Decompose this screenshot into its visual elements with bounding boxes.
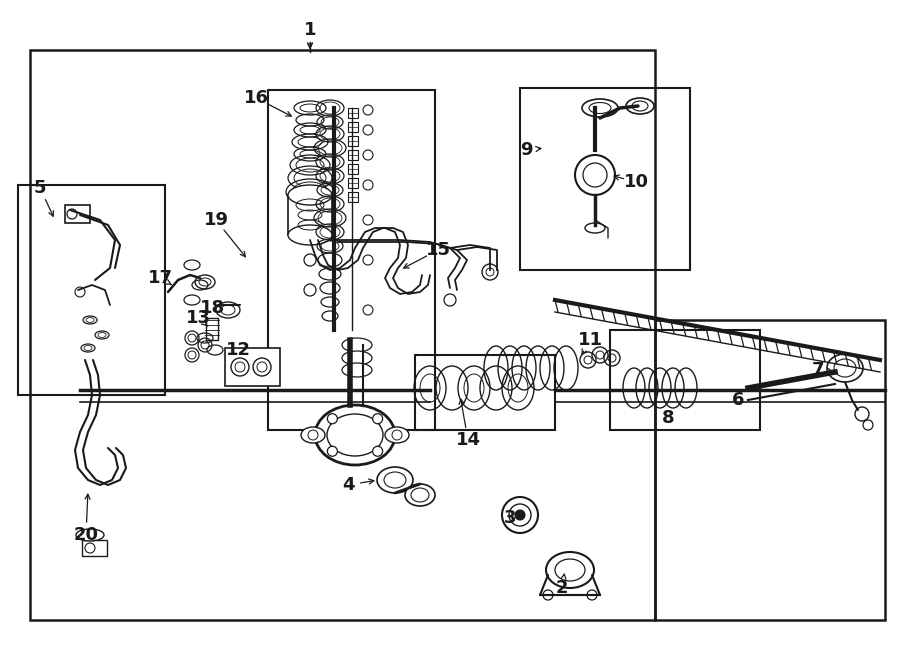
- Bar: [348, 192, 358, 202]
- Ellipse shape: [301, 427, 325, 443]
- Circle shape: [482, 264, 498, 280]
- Bar: [348, 164, 358, 174]
- Ellipse shape: [76, 529, 104, 541]
- Ellipse shape: [315, 405, 395, 465]
- Text: 14: 14: [455, 431, 481, 449]
- Text: 4: 4: [342, 476, 355, 494]
- Text: 5: 5: [34, 179, 46, 197]
- Bar: [655, 320, 885, 620]
- Circle shape: [328, 414, 338, 424]
- Ellipse shape: [342, 338, 372, 352]
- Circle shape: [304, 284, 316, 296]
- Bar: [18, 185, 165, 395]
- Bar: [65, 205, 90, 223]
- Bar: [206, 318, 218, 340]
- Text: 8: 8: [662, 409, 674, 427]
- Ellipse shape: [288, 185, 332, 205]
- Text: 17: 17: [148, 269, 173, 287]
- Bar: [348, 150, 358, 160]
- Ellipse shape: [827, 354, 863, 382]
- Circle shape: [444, 294, 456, 306]
- Text: 12: 12: [226, 341, 250, 359]
- Bar: [610, 330, 760, 430]
- Ellipse shape: [95, 331, 109, 339]
- Ellipse shape: [288, 225, 332, 245]
- Bar: [82, 540, 107, 556]
- Bar: [348, 108, 358, 118]
- Ellipse shape: [585, 223, 605, 233]
- Text: 13: 13: [185, 309, 211, 327]
- Bar: [30, 50, 655, 620]
- Bar: [288, 195, 332, 235]
- Ellipse shape: [626, 98, 654, 114]
- Text: 7: 7: [812, 361, 824, 379]
- Ellipse shape: [83, 316, 97, 324]
- Ellipse shape: [81, 344, 95, 352]
- Bar: [225, 348, 280, 386]
- Ellipse shape: [195, 275, 215, 289]
- Text: 19: 19: [203, 211, 229, 229]
- Circle shape: [515, 510, 525, 520]
- Circle shape: [328, 446, 338, 456]
- Text: 1: 1: [304, 21, 316, 39]
- Bar: [348, 178, 358, 188]
- Ellipse shape: [546, 552, 594, 588]
- Text: 20: 20: [74, 526, 98, 544]
- Text: 16: 16: [244, 89, 268, 107]
- Text: 6: 6: [732, 391, 744, 409]
- Ellipse shape: [385, 427, 409, 443]
- Circle shape: [373, 446, 382, 456]
- Text: 9: 9: [520, 141, 532, 159]
- Circle shape: [373, 414, 382, 424]
- Ellipse shape: [405, 484, 435, 506]
- Bar: [268, 90, 435, 430]
- Bar: [348, 136, 358, 146]
- Ellipse shape: [216, 302, 240, 318]
- Text: 2: 2: [556, 579, 568, 597]
- Ellipse shape: [575, 155, 615, 195]
- Text: 11: 11: [578, 331, 602, 349]
- Ellipse shape: [377, 467, 413, 493]
- Ellipse shape: [582, 99, 618, 117]
- Ellipse shape: [342, 351, 372, 365]
- Bar: [520, 88, 690, 270]
- Bar: [415, 355, 555, 430]
- Text: 15: 15: [426, 241, 451, 259]
- Bar: [348, 122, 358, 132]
- Ellipse shape: [342, 363, 372, 377]
- Text: 10: 10: [624, 173, 649, 191]
- Circle shape: [304, 254, 316, 266]
- Text: 18: 18: [200, 299, 225, 317]
- Text: 3: 3: [504, 509, 517, 527]
